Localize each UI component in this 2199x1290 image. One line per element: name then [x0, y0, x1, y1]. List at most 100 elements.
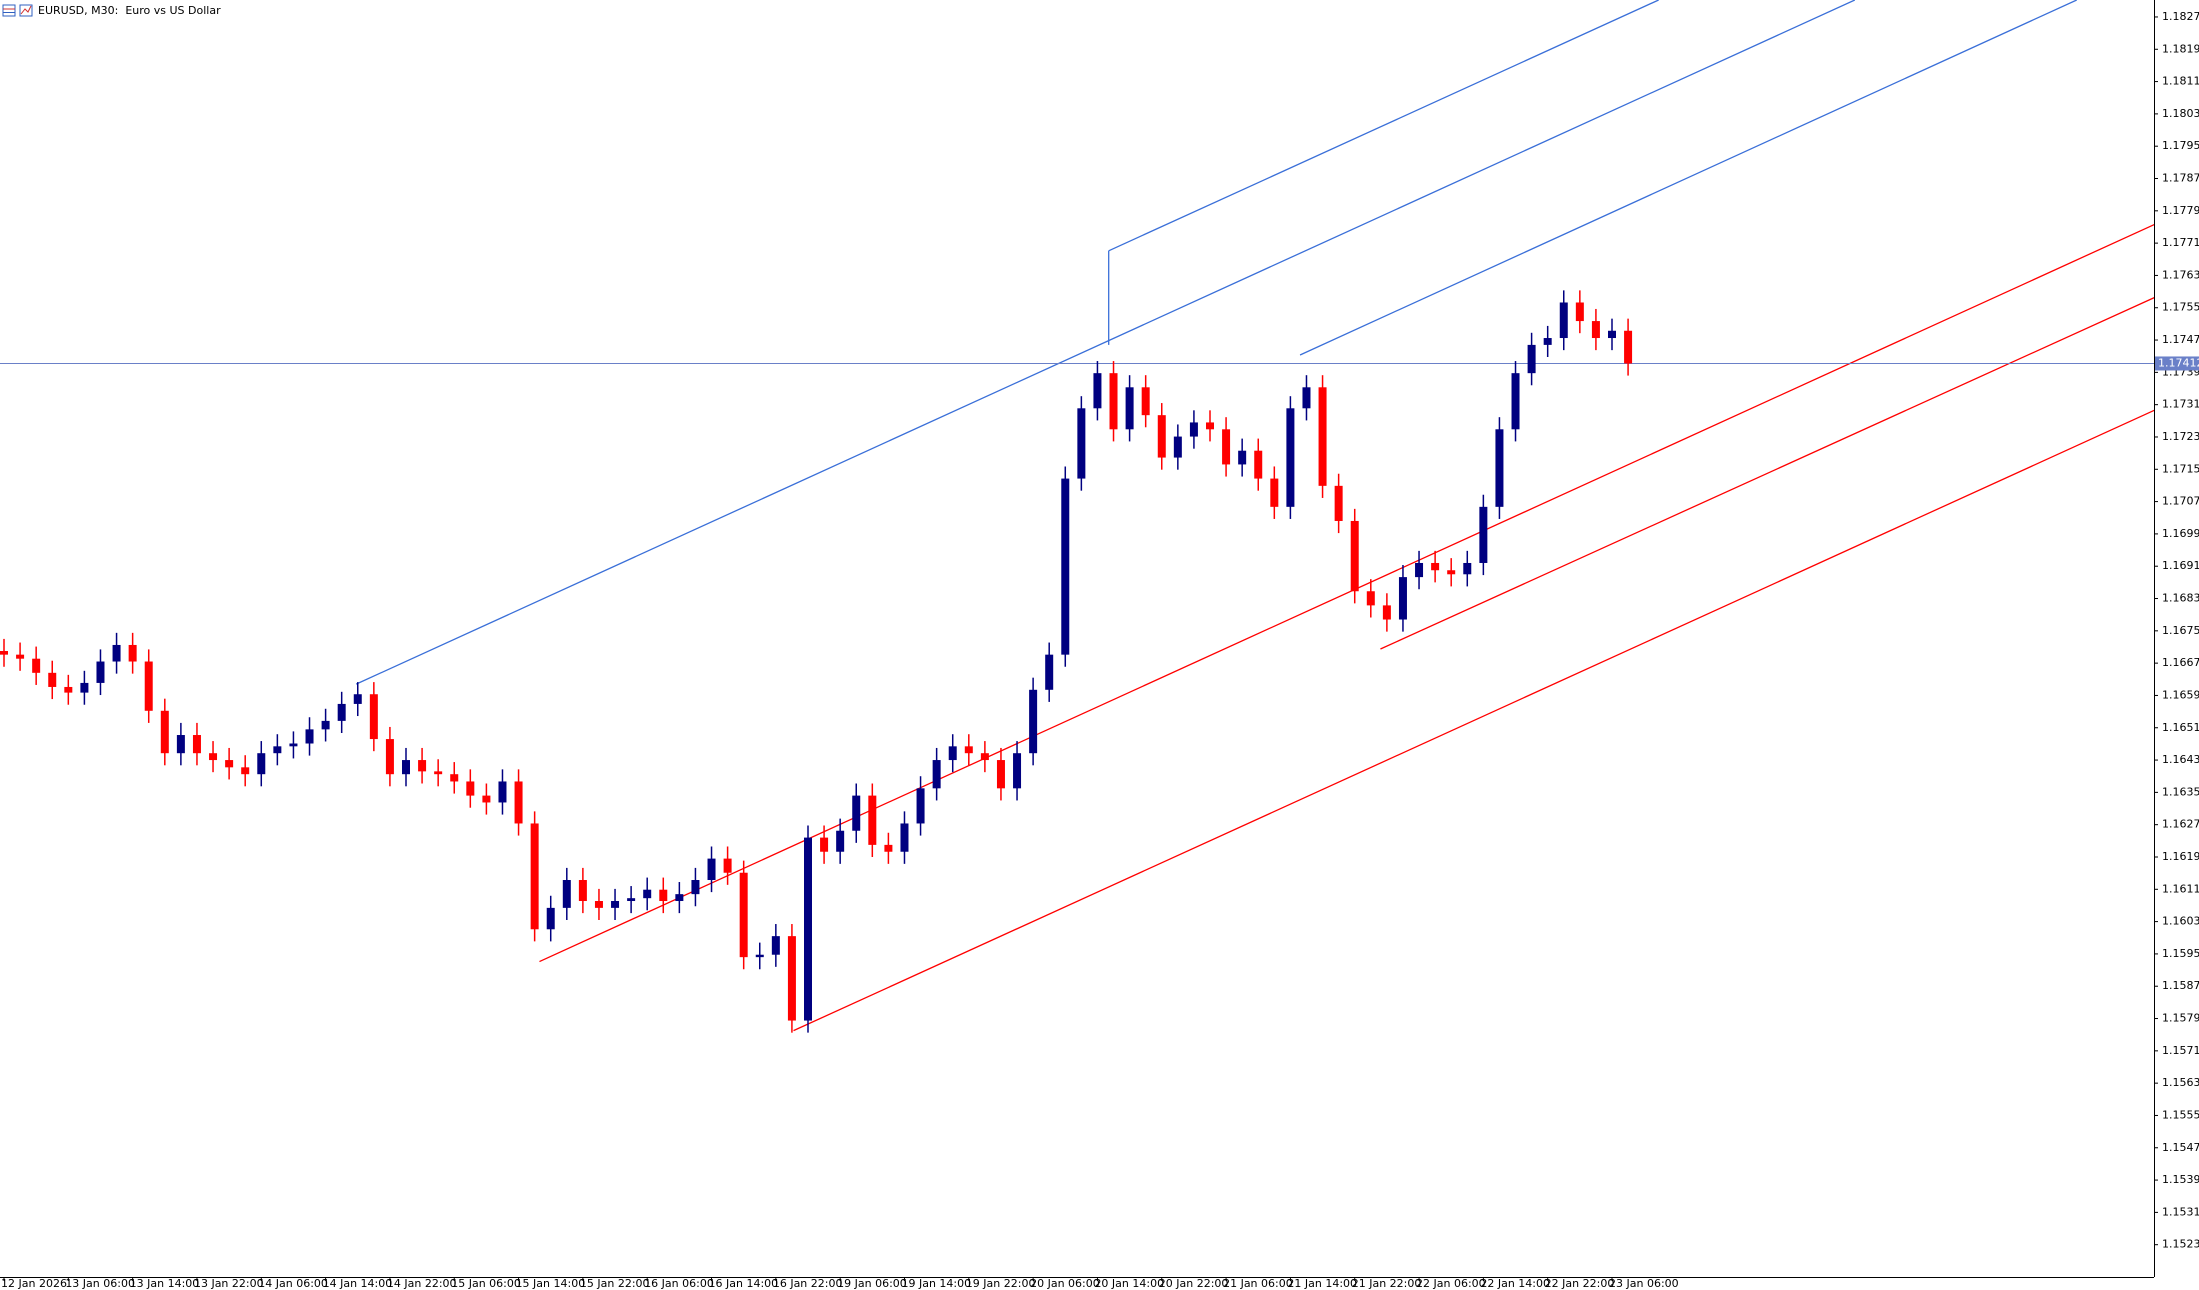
- plot-area: [0, 0, 2154, 1033]
- candle-body: [1398, 577, 1407, 620]
- y-tick-label: 1.16990: [2162, 527, 2199, 540]
- candle-body: [1238, 450, 1247, 465]
- candle-body: [112, 644, 121, 662]
- candle-body: [1270, 478, 1279, 507]
- y-tick-label: 1.17150: [2162, 462, 2199, 475]
- candle-body: [1109, 373, 1118, 430]
- candle-body: [1302, 387, 1311, 409]
- x-tick-label: 20 Jan 22:00: [1159, 1277, 1229, 1290]
- candle-body: [932, 760, 941, 789]
- candle-body: [289, 743, 298, 747]
- candle-body: [1206, 422, 1214, 430]
- candle-body: [1093, 373, 1102, 409]
- x-tick-label: 22 Jan 14:00: [1480, 1277, 1550, 1290]
- candle-body: [225, 760, 234, 768]
- candle-body: [1543, 338, 1552, 345]
- y-tick-label: 1.16270: [2162, 818, 2199, 831]
- y-tick-label: 1.15310: [2162, 1205, 2199, 1218]
- y-tick-label: 1.17470: [2162, 333, 2199, 346]
- y-tick-label: 1.16910: [2162, 559, 2199, 572]
- y-tick-label: 1.16350: [2162, 785, 2199, 798]
- y-tick-label: 1.16830: [2162, 592, 2199, 605]
- candle-body: [1624, 330, 1633, 364]
- x-tick-label: 13 Jan 14:00: [130, 1277, 200, 1290]
- candle-body: [900, 823, 909, 852]
- candle-body: [820, 837, 829, 852]
- candle-body: [369, 694, 378, 740]
- candle-body: [1463, 562, 1472, 575]
- x-tick-label: 19 Jan 06:00: [837, 1277, 907, 1290]
- candle-body: [192, 735, 201, 754]
- candle-body: [80, 682, 89, 693]
- candle-body: [1382, 605, 1391, 620]
- candle-body: [1045, 654, 1054, 690]
- x-tick-label: 16 Jan 14:00: [709, 1277, 779, 1290]
- y-tick-label: 1.17870: [2162, 172, 2199, 185]
- candle-body: [466, 781, 475, 796]
- x-tick-label: 15 Jan 06:00: [451, 1277, 521, 1290]
- candle-body: [1254, 450, 1263, 479]
- candle-body: [611, 901, 620, 908]
- candle-body: [659, 889, 668, 902]
- y-tick-label: 1.16510: [2162, 721, 2199, 734]
- candle-body: [257, 753, 266, 775]
- candle-body: [160, 710, 169, 754]
- candle-body: [305, 729, 314, 744]
- candle-body: [1189, 422, 1198, 437]
- candle-body: [1431, 562, 1440, 571]
- candle-body: [530, 823, 539, 930]
- candle-body: [1511, 373, 1520, 430]
- candle-body: [546, 907, 555, 930]
- candle-body: [643, 889, 652, 899]
- candle-body: [1173, 436, 1182, 458]
- y-tick-label: 1.16030: [2162, 915, 2199, 928]
- candle-body: [594, 901, 603, 908]
- candle-body: [209, 753, 218, 761]
- current-price-box: [2155, 356, 2199, 371]
- candle-body: [1157, 415, 1166, 458]
- chart-title: EURUSD, M30: Euro vs US Dollar: [38, 4, 221, 17]
- x-tick-label: 21 Jan 14:00: [1287, 1277, 1357, 1290]
- candle-body: [1334, 485, 1343, 521]
- trend-line: [1108, 0, 1659, 252]
- y-tick-label: 1.17310: [2162, 398, 2199, 411]
- candle-body: [0, 651, 8, 655]
- candle-body: [787, 936, 796, 1021]
- x-tick-label: 21 Jan 06:00: [1223, 1277, 1293, 1290]
- candle-body: [241, 767, 250, 775]
- x-tick-label: 22 Jan 22:00: [1545, 1277, 1615, 1290]
- x-tick-label: 19 Jan 14:00: [901, 1277, 971, 1290]
- candle-body: [675, 894, 684, 902]
- candle-body: [1415, 562, 1424, 578]
- candle-body: [514, 781, 523, 824]
- y-tick-label: 1.16750: [2162, 624, 2199, 637]
- candle-body: [1559, 302, 1568, 339]
- x-tick-label: 23 Jan 06:00: [1609, 1277, 1679, 1290]
- candle-body: [868, 795, 877, 845]
- y-tick-label: 1.18110: [2162, 75, 2199, 88]
- y-tick-label: 1.15550: [2162, 1108, 2199, 1121]
- y-tick-label: 1.15630: [2162, 1076, 2199, 1089]
- y-tick-label: 1.17550: [2162, 301, 2199, 314]
- candle-body: [418, 760, 427, 772]
- x-tick-label: 14 Jan 06:00: [258, 1277, 328, 1290]
- x-tick-label: 14 Jan 22:00: [387, 1277, 457, 1290]
- x-tick-label: 15 Jan 22:00: [580, 1277, 650, 1290]
- candle-body: [804, 837, 812, 1021]
- candle-body: [32, 658, 41, 673]
- x-tick-label: 22 Jan 06:00: [1416, 1277, 1486, 1290]
- candle-body: [1077, 408, 1086, 479]
- candle-body: [1575, 302, 1584, 322]
- candle-body: [948, 746, 957, 761]
- candle-body: [707, 858, 716, 881]
- y-tick-label: 1.16430: [2162, 753, 2199, 766]
- header-icons: [2, 4, 33, 17]
- x-tick-label: 13 Jan 22:00: [194, 1277, 264, 1290]
- candle-body: [1608, 330, 1616, 339]
- candle-body: [980, 753, 989, 761]
- candle-body: [16, 654, 25, 659]
- y-tick-label: 1.15870: [2162, 979, 2199, 992]
- candle-body: [916, 788, 925, 824]
